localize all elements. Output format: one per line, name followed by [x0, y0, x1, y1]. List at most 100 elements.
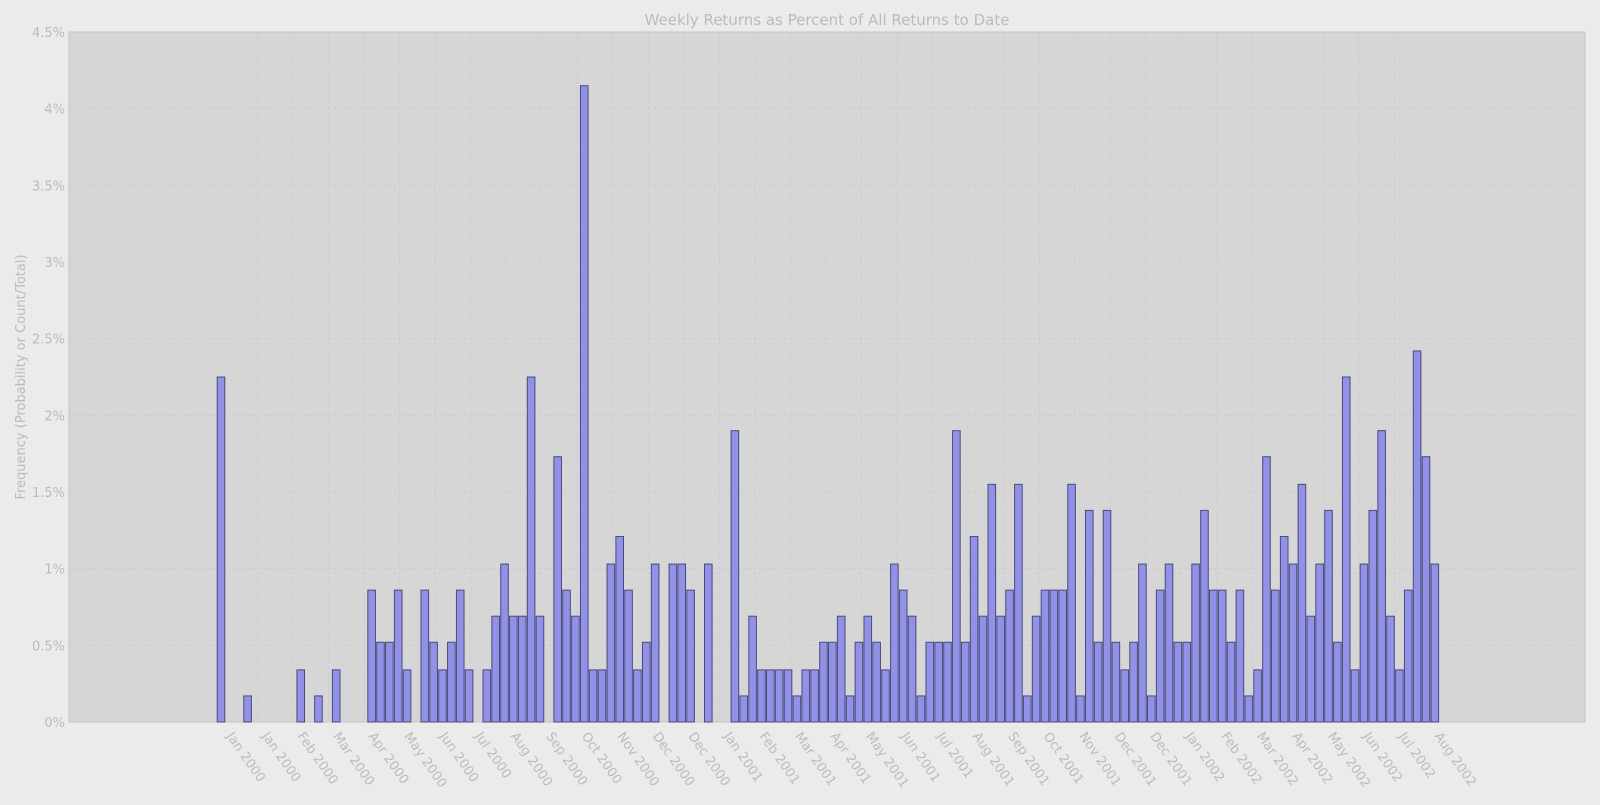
bar	[447, 641, 456, 723]
bar	[1430, 563, 1440, 723]
bar	[1244, 695, 1254, 723]
bar	[579, 85, 589, 723]
y-tick-label: 3%	[44, 256, 65, 271]
bar	[588, 669, 598, 723]
bar	[331, 669, 341, 723]
bar	[1058, 589, 1068, 723]
bar	[367, 589, 376, 723]
bar	[464, 669, 474, 723]
bar	[668, 563, 678, 723]
bar	[969, 535, 979, 723]
bar	[243, 695, 252, 723]
bar	[1235, 589, 1245, 723]
bar	[1102, 509, 1112, 723]
bar	[429, 641, 438, 723]
bar	[854, 641, 864, 723]
bar	[597, 669, 607, 723]
bar	[650, 563, 660, 723]
bar	[641, 641, 651, 723]
bar	[1271, 589, 1280, 723]
bar	[1403, 589, 1413, 723]
bar	[491, 615, 500, 723]
bar	[1209, 589, 1218, 723]
bar	[314, 695, 323, 723]
bar	[1421, 456, 1431, 723]
bar	[1377, 430, 1386, 723]
y-tick-label: 2.5%	[32, 333, 65, 348]
bar	[907, 615, 917, 723]
bar	[1040, 589, 1050, 723]
bar	[801, 669, 811, 723]
bar	[783, 669, 793, 723]
bar	[704, 563, 713, 723]
bar	[1191, 563, 1200, 723]
bar	[1014, 483, 1023, 723]
bar	[890, 563, 899, 723]
bar	[863, 615, 873, 723]
bar	[1217, 589, 1227, 723]
bar	[1359, 563, 1369, 723]
bar	[385, 641, 394, 723]
bar	[1368, 509, 1378, 723]
bar	[845, 695, 855, 723]
bar	[500, 563, 509, 723]
bar	[1386, 615, 1395, 723]
bar	[1022, 695, 1032, 723]
bar	[1395, 669, 1404, 723]
bar	[1067, 483, 1076, 723]
bar	[881, 669, 890, 723]
bar	[1262, 456, 1271, 723]
bar	[1138, 563, 1147, 723]
y-tick-label: 1%	[44, 563, 65, 578]
bar	[819, 641, 828, 723]
bar	[1306, 615, 1316, 723]
y-tick-label: 4.5%	[32, 26, 65, 41]
bar	[1120, 669, 1130, 723]
bar	[376, 641, 385, 723]
bar	[393, 589, 403, 723]
bar	[571, 615, 580, 723]
bar	[1253, 669, 1262, 723]
bar	[1182, 641, 1192, 723]
bar	[766, 669, 775, 723]
y-tick-label: 0%	[44, 716, 65, 731]
bar	[1315, 563, 1324, 723]
bars	[216, 85, 1440, 723]
bar	[1076, 695, 1085, 723]
bar	[916, 695, 926, 723]
bar	[553, 456, 562, 723]
bar	[677, 563, 687, 723]
x-tick-label: Aug 2002	[1431, 730, 1479, 790]
bar	[296, 669, 306, 723]
bar	[1279, 535, 1289, 723]
bar	[1200, 509, 1209, 723]
bar	[1111, 641, 1121, 723]
y-axis-label: Frequency (Probability or Count/Total)	[14, 254, 29, 499]
bar	[509, 615, 518, 723]
bar	[730, 430, 740, 723]
bar	[1093, 641, 1103, 723]
bar	[748, 615, 757, 723]
bar	[216, 376, 226, 723]
bar	[1049, 589, 1059, 723]
bar	[774, 669, 784, 723]
bar	[633, 669, 642, 723]
bar	[1297, 483, 1307, 723]
bar	[996, 615, 1005, 723]
bar	[686, 589, 695, 723]
bar	[438, 669, 447, 723]
bar	[934, 641, 943, 723]
bar	[1031, 615, 1041, 723]
y-tick-label: 0.5%	[32, 639, 65, 654]
bar	[1005, 589, 1014, 723]
bar	[526, 376, 536, 723]
bar	[482, 669, 492, 723]
y-axis-ticks: 0% 0.5% 1% 1.5% 2% 2.5% 3% 3.5% 4% 4.5%	[32, 26, 65, 731]
bar	[1164, 563, 1174, 723]
bar	[792, 695, 802, 723]
y-tick-label: 1.5%	[32, 486, 65, 501]
bar	[1324, 509, 1333, 723]
bar	[828, 641, 837, 723]
bar	[810, 669, 819, 723]
